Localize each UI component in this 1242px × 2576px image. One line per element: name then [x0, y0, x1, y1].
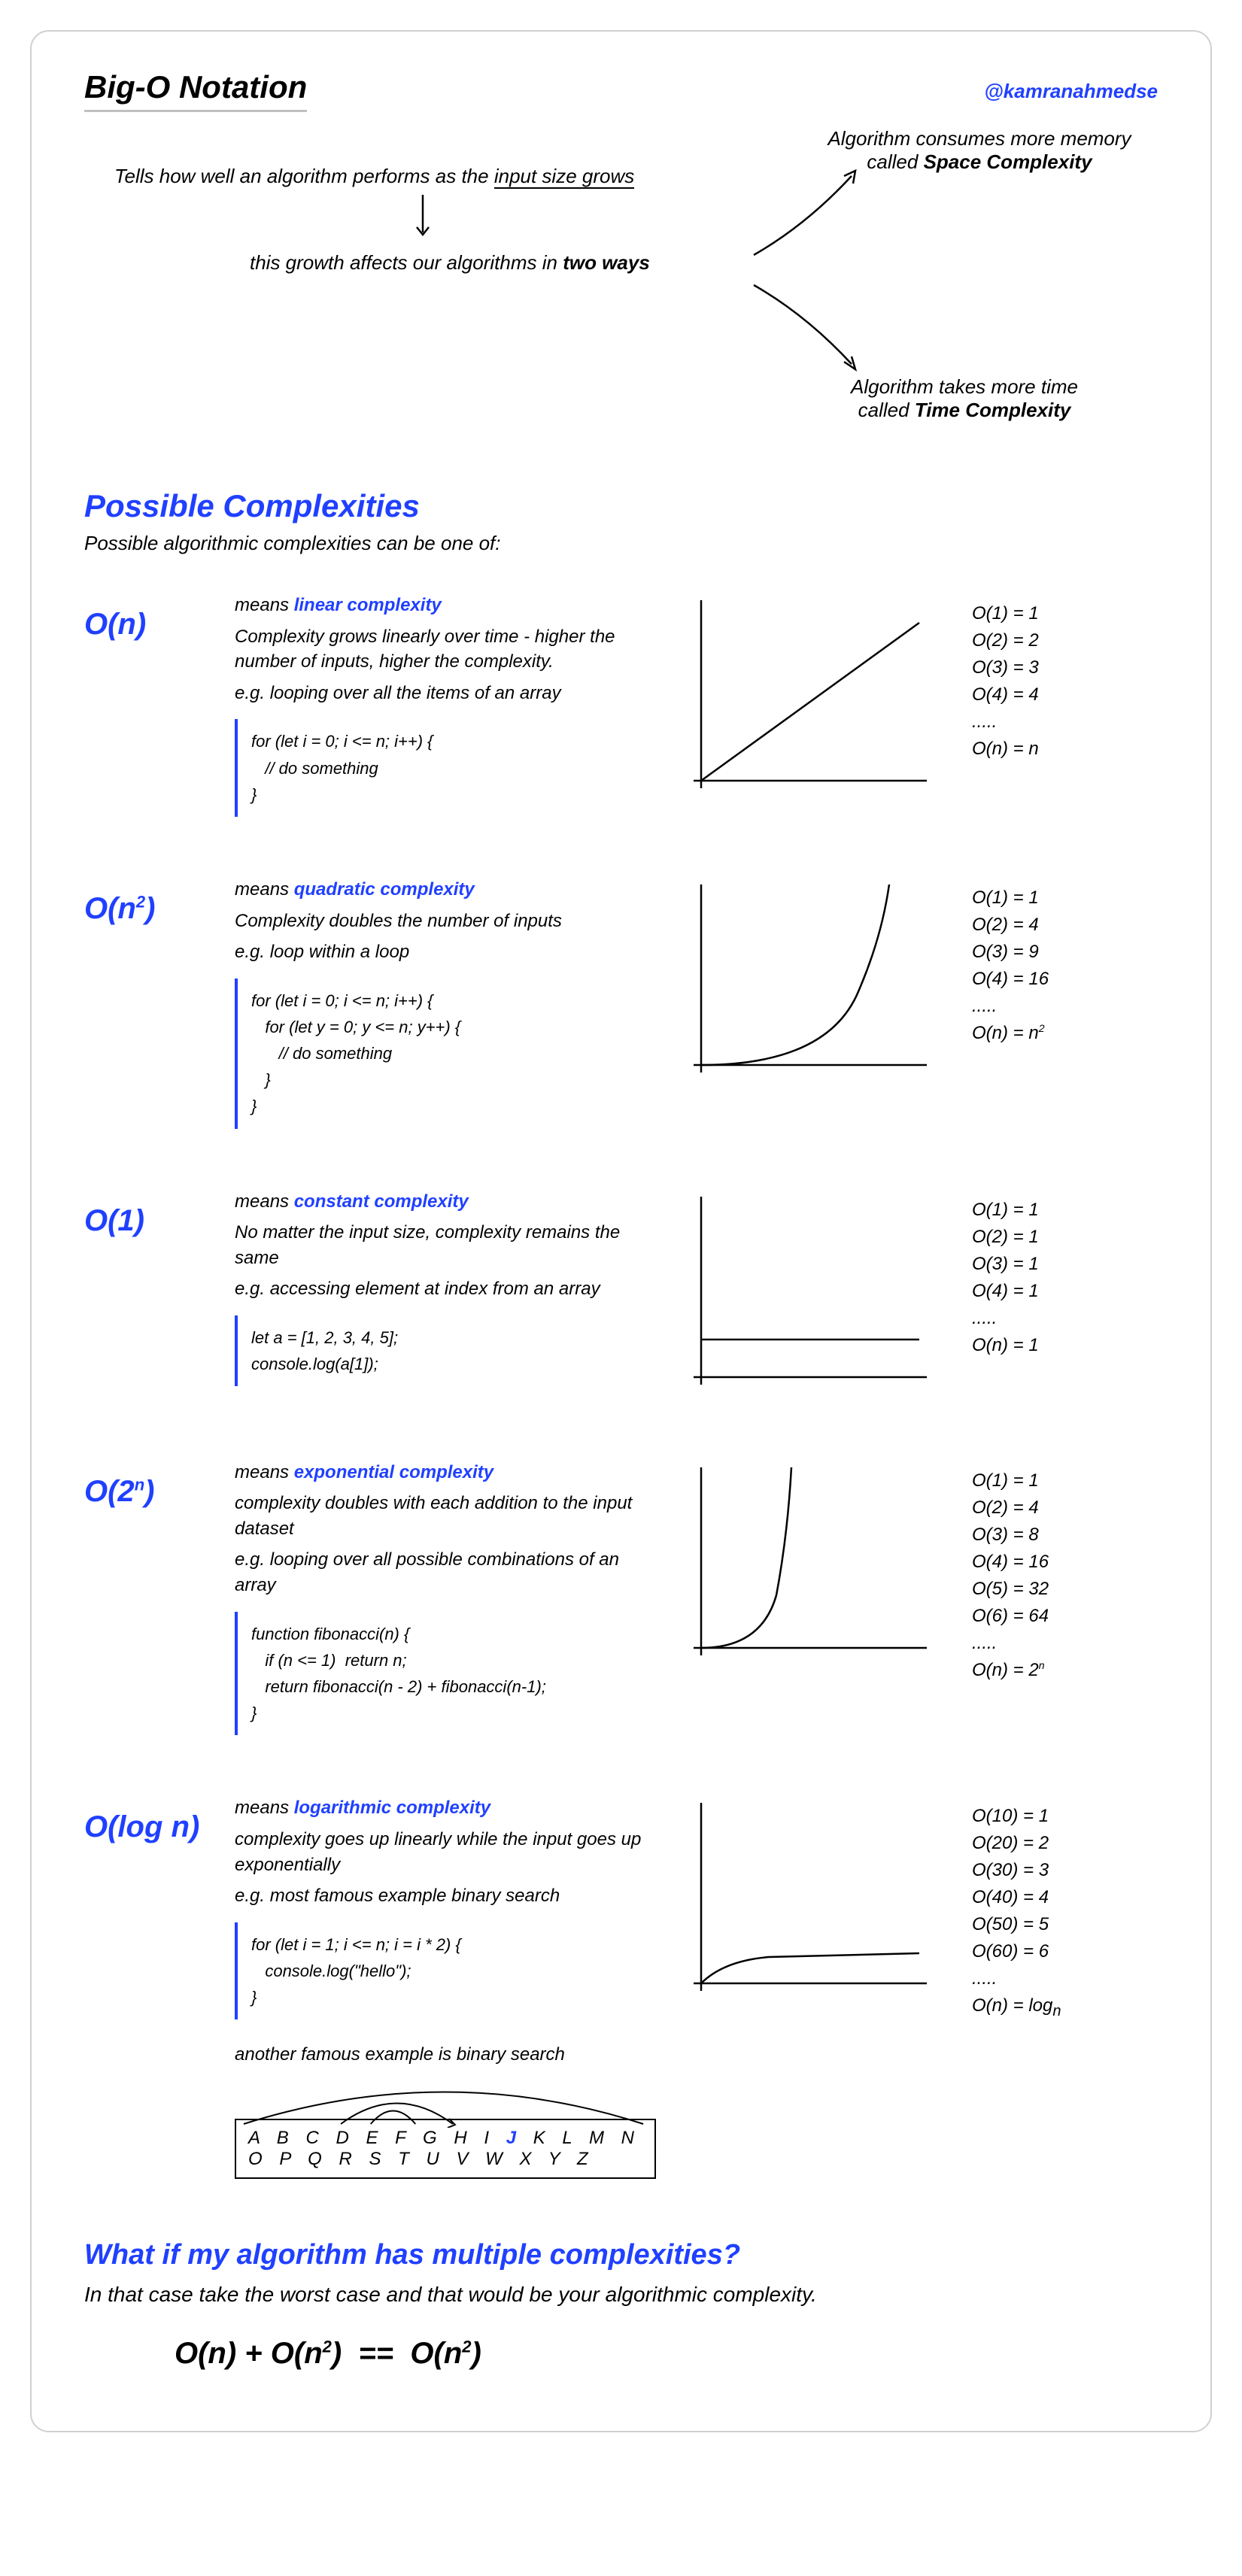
author-handle[interactable]: @kamranahmedse — [984, 80, 1158, 103]
complexity-constant: O(1) means constant complexity No matter… — [84, 1189, 1158, 1400]
description: means quadratic complexity Complexity do… — [235, 877, 656, 1129]
text: means — [235, 1191, 294, 1212]
alphabet-text: A B C D E F G H I J K L M N O P Q R S T … — [248, 2128, 640, 2169]
values-list: O(1) = 1O(2) = 4O(3) = 8O(4) = 16O(5) = … — [972, 1460, 1183, 1684]
exponential-chart — [679, 1460, 934, 1670]
binary-search-arcs-icon — [236, 2075, 654, 2128]
header: Big-O Notation @kamranahmedse — [84, 69, 1158, 112]
code-block: function fibonacci(n) { if (n <= 1) retu… — [235, 1612, 656, 1736]
intro-line-1: Tells how well an algorithm performs as … — [114, 165, 634, 188]
term: constant complexity — [294, 1191, 469, 1212]
complexity-exponential: O(2n) means exponential complexity compl… — [84, 1460, 1158, 1736]
big-o-label: O(1) — [84, 1189, 212, 1238]
values-list: O(1) = 1O(2) = 2O(3) = 3O(4) = 4.....O(n… — [972, 593, 1183, 763]
description: means logarithmic complexity complexity … — [235, 1795, 656, 2179]
text: e.g. accessing element at index from an … — [235, 1276, 656, 1302]
text: No matter the input size, complexity rem… — [235, 1220, 656, 1270]
bold-text: Time Complexity — [915, 399, 1071, 421]
big-o-label: O(n2) — [84, 877, 212, 926]
big-o-label: O(log n) — [84, 1795, 212, 1844]
linear-chart — [679, 593, 934, 803]
term: quadratic complexity — [294, 879, 475, 900]
arrow-curve-down-icon — [739, 278, 889, 390]
text: Complexity grows linearly over time - hi… — [235, 624, 656, 675]
complexity-quadratic: O(n2) means quadratic complexity Complex… — [84, 877, 1158, 1129]
section-subtitle: Possible algorithmic complexities can be… — [84, 532, 1158, 555]
intro-text: this growth affects our algorithms in — [250, 251, 563, 274]
text: called — [867, 150, 923, 173]
final-answer: In that case take the worst case and tha… — [84, 2283, 1158, 2307]
intro-block: Tells how well an algorithm performs as … — [84, 150, 1158, 466]
section-title: Possible Complexities — [84, 488, 1158, 524]
text: means — [235, 879, 294, 900]
text: called — [858, 399, 915, 421]
description: means linear complexity Complexity grows… — [235, 593, 656, 817]
intro-text: Tells how well an algorithm performs as … — [114, 165, 494, 187]
values-list: O(1) = 1O(2) = 4O(3) = 9O(4) = 16.....O(… — [972, 877, 1183, 1047]
intro-underline: input size grows — [494, 165, 634, 189]
text: e.g. looping over all the items of an ar… — [235, 681, 656, 706]
extra-text: another famous example is binary search — [235, 2042, 656, 2068]
time-complexity: Algorithm takes more time called Time Co… — [821, 375, 1107, 422]
term: logarithmic complexity — [294, 1798, 490, 1818]
intro-line-2: this growth affects our algorithms in tw… — [250, 251, 650, 275]
complexity-linear: O(n) means linear complexity Complexity … — [84, 593, 1158, 817]
values-list: O(10) = 1O(20) = 2O(30) = 3O(40) = 4O(50… — [972, 1795, 1183, 2022]
text: e.g. most famous example binary search — [235, 1883, 656, 1909]
quadratic-chart — [679, 877, 934, 1088]
constant-chart — [679, 1189, 934, 1400]
page-title: Big-O Notation — [84, 69, 307, 112]
text: complexity doubles with each addition to… — [235, 1491, 656, 1541]
page: Big-O Notation @kamranahmedse Tells how … — [30, 30, 1212, 2432]
big-o-label: O(2n) — [84, 1460, 212, 1509]
text: Complexity doubles the number of inputs — [235, 909, 656, 934]
final-question: What if my algorithm has multiple comple… — [84, 2239, 1158, 2271]
code-block: let a = [1, 2, 3, 4, 5]; console.log(a[1… — [235, 1315, 656, 1386]
text: Algorithm consumes more memory — [821, 127, 1137, 150]
memory-complexity: Algorithm consumes more memory called Sp… — [821, 127, 1137, 174]
arrow-down-icon — [408, 191, 438, 244]
text: means — [235, 595, 294, 615]
code-block: for (let i = 1; i <= n; i = i * 2) { con… — [235, 1922, 656, 2020]
intro-bold: two ways — [563, 251, 650, 274]
log-chart — [679, 1795, 934, 2006]
complexity-log: O(log n) means logarithmic complexity co… — [84, 1795, 1158, 2179]
term: exponential complexity — [294, 1462, 493, 1482]
final-equation: O(n) + O(n2) == O(n2) — [84, 2337, 1158, 2371]
big-o-label: O(n) — [84, 593, 212, 642]
alphabet-box: A B C D E F G H I J K L M N O P Q R S T … — [235, 2119, 656, 2179]
values-list: O(1) = 1O(2) = 1O(3) = 1O(4) = 1.....O(n… — [972, 1189, 1183, 1359]
text: Algorithm takes more time — [821, 375, 1107, 399]
text: e.g. loop within a loop — [235, 939, 656, 965]
text: means — [235, 1798, 294, 1818]
text: e.g. looping over all possible combinati… — [235, 1547, 656, 1597]
description: means exponential complexity complexity … — [235, 1460, 656, 1736]
text: means — [235, 1462, 294, 1482]
bold-text: Space Complexity — [924, 150, 1092, 173]
term: linear complexity — [294, 595, 442, 615]
code-block: for (let i = 0; i <= n; i++) { // do som… — [235, 719, 656, 817]
description: means constant complexity No matter the … — [235, 1189, 656, 1387]
text: complexity goes up linearly while the in… — [235, 1827, 656, 1877]
code-block: for (let i = 0; i <= n; i++) { for (let … — [235, 979, 656, 1129]
